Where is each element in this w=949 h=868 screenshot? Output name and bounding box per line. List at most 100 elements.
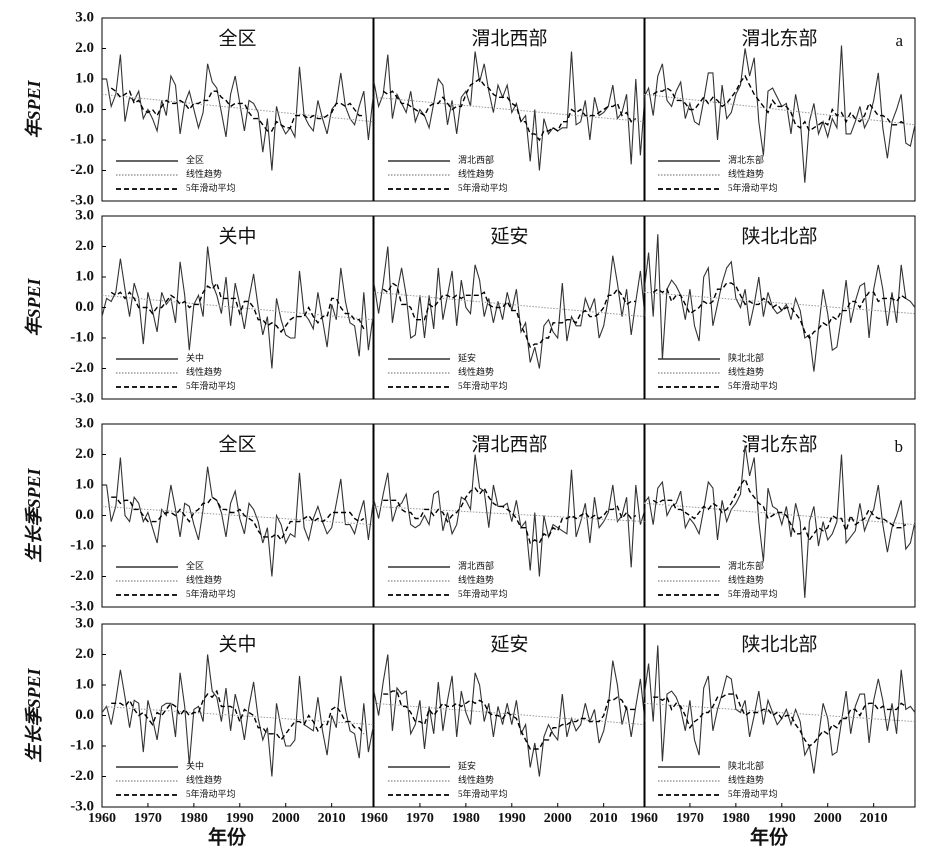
y-tick-label: 2.0 [75,238,94,254]
y-tick-label: 2.0 [75,446,94,462]
y-tick-label: 0.0 [75,707,94,723]
y-tick-label: -3.0 [70,192,94,208]
legend-label: 线性趋势 [458,168,494,179]
panel-title: 全区 [218,433,256,455]
series-line [110,281,365,334]
y-tick-label: -1.0 [70,329,94,345]
y-tick-label: 2.0 [75,40,94,56]
y-tick-label: 1.0 [75,476,94,492]
y-tick-label: -2.0 [70,360,94,376]
y-axis-label: 生长季SPEI [24,668,44,763]
x-tick-label: 2010 [590,811,618,826]
y-tick-label: 1.0 [75,70,94,86]
panel-title: 陕北北部 [741,633,817,655]
legend-label: 线性趋势 [186,574,222,585]
y-tick-label: 1.0 [75,676,94,692]
plot-frame [643,623,916,808]
series-line [652,477,907,542]
y-tick-label: -1.0 [70,131,94,147]
legend-label: 全区 [186,560,204,571]
panel-title: 渭北西部 [471,27,547,49]
plot-frame [373,215,646,400]
series-line [101,505,374,526]
panel-title: 渭北西部 [471,433,547,455]
legend-label: 5年滑动平均 [728,788,778,799]
legend-label: 陕北北部 [728,352,764,363]
series-line [643,702,916,723]
y-axis-label: 年SPEI [24,80,44,139]
y-tick-label: 3.0 [75,615,94,631]
x-tick-label: 1960 [360,811,388,826]
legend-label: 全区 [186,154,204,165]
legend-label: 线性趋势 [186,366,222,377]
series-line [643,291,916,315]
series-line [382,282,636,349]
legend-label: 线性趋势 [458,366,494,377]
plot-frame [643,423,916,608]
legend-label: 线性趋势 [728,774,764,785]
series-line [373,505,646,523]
legend-label: 线性趋势 [728,366,764,377]
panel-title: 陕北北部 [741,225,817,247]
legend-label: 渭北西部 [458,154,494,165]
series-line [111,689,365,742]
legend-label: 5年滑动平均 [728,182,778,193]
x-tick-label: 1980 [180,811,208,826]
legend-label: 线性趋势 [728,574,764,585]
x-tick-label: 1990 [498,811,526,826]
y-tick-label: 0.0 [75,299,94,315]
x-tick-label: 2000 [814,811,842,826]
x-tick-label: 1960 [88,811,116,826]
series-line [373,246,646,369]
legend-label: 关中 [186,352,204,363]
x-tick-label: 1960 [630,811,658,826]
series-line [110,87,364,132]
panel-title: 延安 [490,225,528,247]
series-line [373,96,646,123]
y-tick-label: -1.0 [70,737,94,753]
legend-label: 渭北东部 [728,154,764,165]
series-line [383,486,637,545]
y-tick-label: -3.0 [70,598,94,614]
legend-label: 5年滑动平均 [458,380,508,391]
legend-label: 5年滑动平均 [728,588,778,599]
panel-letter: a [895,31,903,50]
legend-label: 线性趋势 [458,774,494,785]
x-tick-label: 1990 [226,811,254,826]
plot-frame [373,423,646,608]
plot-frame [373,623,646,808]
legend-label: 5年滑动平均 [186,182,236,193]
series-line [383,690,636,750]
y-tick-label: 3.0 [75,207,94,223]
panel-title: 渭北东部 [741,433,817,455]
x-tick-label: 1970 [676,811,704,826]
y-tick-label: 3.0 [75,9,94,25]
series-line [111,496,365,542]
y-tick-label: -1.0 [70,537,94,553]
legend-label: 关中 [186,760,204,771]
legend-label: 陕北北部 [728,760,764,771]
y-tick-label: 3.0 [75,415,94,431]
x-tick-label: 2000 [544,811,572,826]
series-line [643,445,916,598]
legend-label: 延安 [458,352,476,363]
x-tick-label: 1980 [452,811,480,826]
legend-label: 5年滑动平均 [458,588,508,599]
legend-label: 渭北东部 [728,560,764,571]
panel-title: 渭北东部 [741,27,817,49]
panel-title: 延安 [490,633,528,655]
x-tick-label: 2010 [860,811,888,826]
legend-label: 延安 [458,760,476,771]
y-tick-label: -3.0 [70,390,94,406]
legend-label: 5年滑动平均 [458,788,508,799]
y-axis-label: 年SPEI [24,278,44,337]
series-line [373,51,646,171]
series-line [653,693,907,747]
legend-label: 5年滑动平均 [186,380,236,391]
panel-title: 关中 [218,633,256,655]
x-tick-label: 2000 [272,811,300,826]
series-line [643,234,916,372]
x-axis-label: 年份 [208,825,247,848]
series-line [101,246,374,369]
